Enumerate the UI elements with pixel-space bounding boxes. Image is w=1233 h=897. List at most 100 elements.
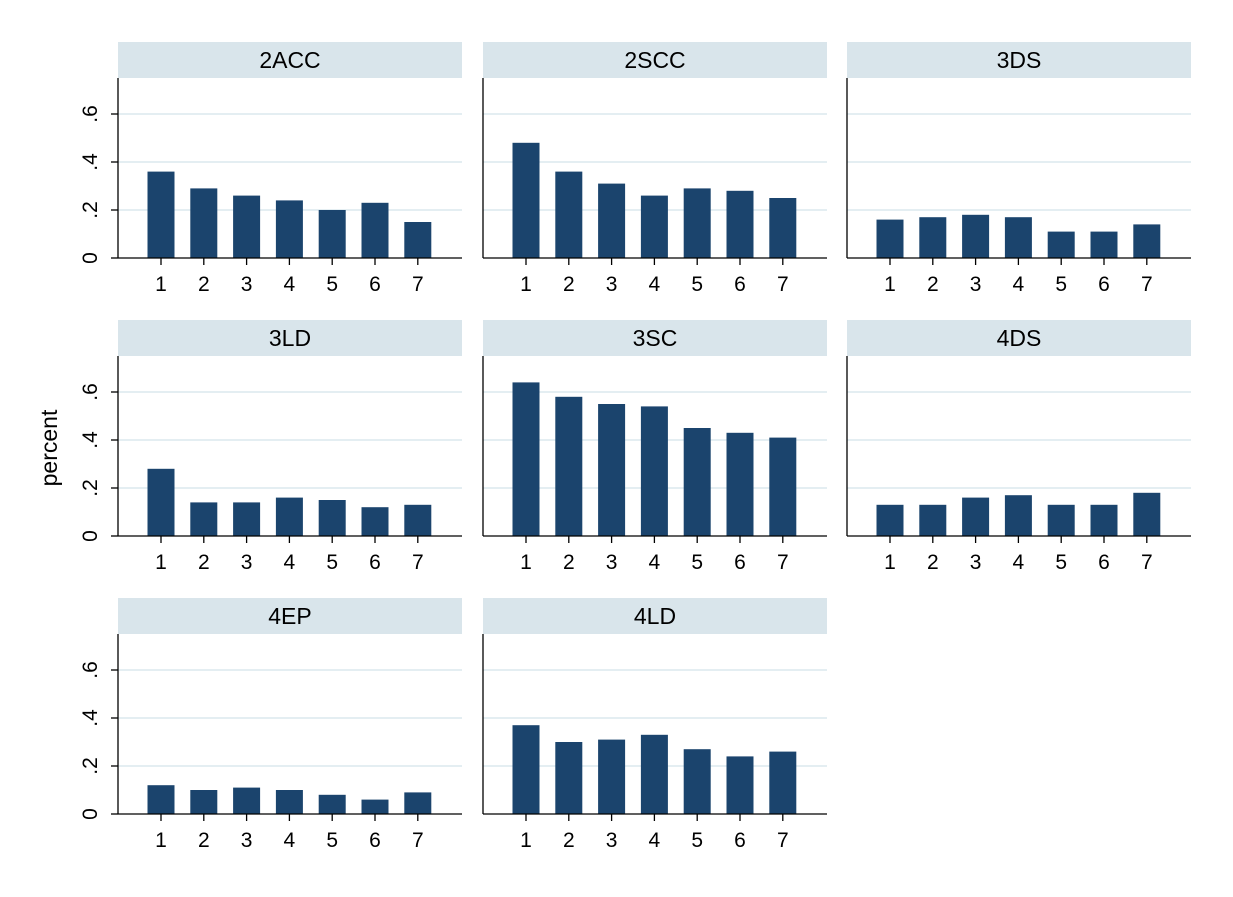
y-tick-label: .6 bbox=[79, 383, 102, 401]
x-tick-label: 1 bbox=[884, 551, 896, 574]
panel-3ld: 3LD 0 .2 .4 .6 1 2 3 4 5 6 7 bbox=[79, 320, 462, 574]
bar-3ds-1 bbox=[876, 219, 904, 258]
x-tick-label: 7 bbox=[412, 551, 424, 574]
x-tick-label: 7 bbox=[777, 273, 789, 296]
bar-2acc-1 bbox=[147, 171, 175, 258]
x-tick-label: 1 bbox=[520, 829, 532, 852]
panel-title: 3LD bbox=[269, 325, 311, 351]
x-tick-label: 5 bbox=[1055, 273, 1067, 296]
bar-2scc-4 bbox=[640, 195, 668, 258]
bar-2scc-7 bbox=[769, 198, 797, 258]
x-tick-label: 3 bbox=[970, 551, 982, 574]
bar-4ds-1 bbox=[876, 504, 904, 536]
bar-3sc-5 bbox=[683, 428, 711, 536]
y-tick-label: .4 bbox=[79, 431, 102, 449]
bar-2scc-6 bbox=[726, 190, 754, 258]
y-tick-label: .2 bbox=[79, 479, 102, 497]
x-tick-label: 2 bbox=[198, 273, 210, 296]
bar-4ds-7 bbox=[1133, 492, 1161, 536]
bar-4ld-7 bbox=[769, 751, 797, 814]
bar-3ld-6 bbox=[361, 507, 389, 536]
bar-3ds-2 bbox=[919, 217, 947, 258]
bar-2acc-2 bbox=[190, 188, 218, 258]
bar-3ds-6 bbox=[1090, 231, 1118, 258]
x-tick-label: 1 bbox=[155, 273, 167, 296]
panel-title-strip bbox=[118, 320, 462, 356]
panel-title-strip bbox=[847, 42, 1191, 78]
x-tick-label: 6 bbox=[734, 273, 746, 296]
panel-4ep: 4EP 0 .2 .4 .6 1 2 3 4 5 6 7 bbox=[79, 598, 462, 852]
bar-3sc-7 bbox=[769, 437, 797, 536]
bar-3sc-2 bbox=[555, 396, 583, 536]
bar-3ds-7 bbox=[1133, 224, 1161, 258]
x-tick-label: 4 bbox=[649, 829, 661, 852]
bar-3ld-3 bbox=[233, 502, 261, 536]
bar-3ld-1 bbox=[147, 468, 175, 536]
bar-4ds-3 bbox=[962, 497, 990, 536]
panel-title: 2SCC bbox=[624, 47, 685, 73]
bar-2acc-4 bbox=[275, 200, 303, 258]
x-tick-label: 4 bbox=[1013, 551, 1025, 574]
x-tick-label: 5 bbox=[691, 551, 703, 574]
x-tick-label: 3 bbox=[241, 273, 253, 296]
y-tick-label: 0 bbox=[79, 530, 102, 542]
panel-title-strip bbox=[483, 42, 827, 78]
x-tick-label: 2 bbox=[563, 273, 575, 296]
bar-2scc-2 bbox=[555, 171, 583, 258]
y-tick-label: .6 bbox=[79, 105, 102, 123]
bar-3ds-4 bbox=[1004, 217, 1032, 258]
x-tick-label: 7 bbox=[1141, 273, 1153, 296]
y-tick-label: .4 bbox=[79, 709, 102, 727]
y-axis-label: percent bbox=[36, 409, 62, 486]
x-tick-label: 6 bbox=[1098, 551, 1110, 574]
x-tick-label: 7 bbox=[777, 829, 789, 852]
y-tick-label: 0 bbox=[79, 252, 102, 264]
bar-2acc-3 bbox=[233, 195, 261, 258]
bar-4ds-4 bbox=[1004, 495, 1032, 536]
panel-3sc: 3SC 1 2 3 4 5 6 7 bbox=[482, 320, 827, 574]
bar-4ld-4 bbox=[640, 734, 668, 814]
x-tick-label: 3 bbox=[606, 829, 618, 852]
bar-3ld-2 bbox=[190, 502, 218, 536]
panel-3ds: 3DS 1 2 3 4 5 6 7 bbox=[846, 42, 1191, 296]
x-tick-label: 2 bbox=[563, 829, 575, 852]
panel-title: 3SC bbox=[633, 325, 678, 351]
bar-2acc-7 bbox=[404, 222, 432, 258]
bar-3ds-5 bbox=[1047, 231, 1075, 258]
x-tick-label: 3 bbox=[606, 273, 618, 296]
bar-2scc-5 bbox=[683, 188, 711, 258]
x-tick-label: 5 bbox=[691, 829, 703, 852]
x-tick-label: 1 bbox=[155, 551, 167, 574]
x-tick-label: 5 bbox=[326, 551, 338, 574]
bar-4ep-6 bbox=[361, 799, 389, 814]
panel-title-strip bbox=[118, 42, 462, 78]
x-tick-label: 5 bbox=[1055, 551, 1067, 574]
bar-4ep-2 bbox=[190, 790, 218, 814]
x-tick-label: 4 bbox=[1013, 273, 1025, 296]
bar-3ld-4 bbox=[275, 497, 303, 536]
x-tick-label: 1 bbox=[884, 273, 896, 296]
x-tick-label: 2 bbox=[563, 551, 575, 574]
bar-4ep-1 bbox=[147, 785, 175, 814]
y-tick-label: .4 bbox=[79, 153, 102, 171]
panel-4ld: 4LD 1 2 3 4 5 6 7 bbox=[482, 598, 827, 852]
bar-4ds-6 bbox=[1090, 504, 1118, 536]
bar-3sc-1 bbox=[512, 382, 540, 536]
x-tick-label: 6 bbox=[734, 829, 746, 852]
panel-title: 4LD bbox=[634, 603, 676, 629]
panel-2acc: 2ACC 0 .2 .4 .6 1 2 3 4 5 6 7 bbox=[79, 42, 462, 296]
x-tick-label: 1 bbox=[520, 551, 532, 574]
x-tick-label: 4 bbox=[284, 829, 296, 852]
bar-3ld-5 bbox=[318, 500, 346, 536]
x-tick-label: 5 bbox=[326, 829, 338, 852]
bar-3sc-4 bbox=[640, 406, 668, 536]
bar-4ds-5 bbox=[1047, 504, 1075, 536]
y-tick-label: .2 bbox=[79, 201, 102, 219]
bar-2scc-3 bbox=[598, 183, 626, 258]
panel-title: 4EP bbox=[268, 603, 311, 629]
bar-4ep-5 bbox=[318, 794, 346, 814]
x-tick-label: 3 bbox=[241, 551, 253, 574]
x-tick-label: 4 bbox=[649, 273, 661, 296]
panel-title-strip bbox=[118, 598, 462, 634]
